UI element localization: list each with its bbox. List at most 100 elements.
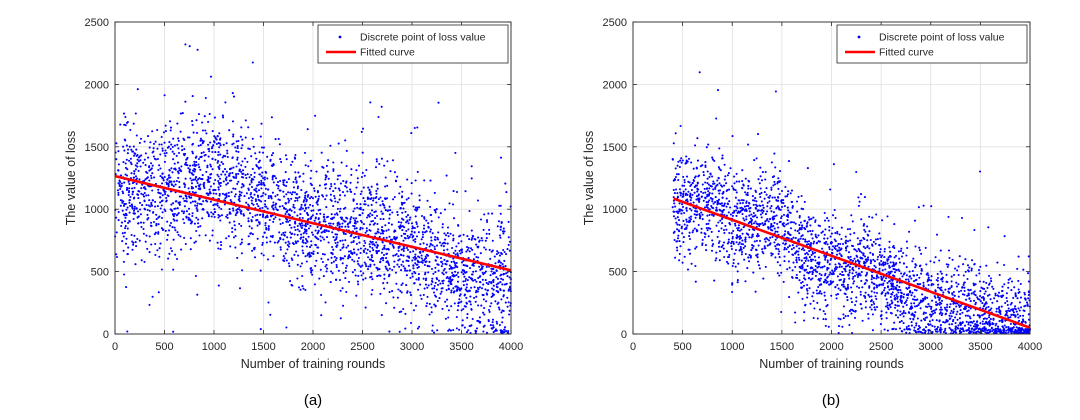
scatter-point <box>125 174 129 177</box>
scatter-point <box>721 157 724 160</box>
scatter-point <box>262 254 265 257</box>
scatter-point <box>874 308 877 311</box>
scatter-point <box>282 181 285 184</box>
scatter-point <box>223 193 226 196</box>
scatter-point <box>704 164 707 167</box>
scatter-point <box>405 221 408 224</box>
scatter-point <box>401 260 405 263</box>
scatter-point <box>447 329 450 332</box>
scatter-point <box>232 95 236 98</box>
scatter-point <box>305 198 308 202</box>
scatter-point <box>220 173 223 176</box>
scatter-point <box>194 240 197 243</box>
scatter-point <box>682 236 685 239</box>
scatter-point <box>748 180 751 183</box>
scatter-point <box>255 190 258 193</box>
scatter-point <box>812 316 815 320</box>
scatter-point <box>836 293 840 296</box>
scatter-point <box>267 188 270 191</box>
scatter-point <box>165 151 168 155</box>
scatter-point <box>299 208 302 211</box>
scatter-point <box>225 183 228 186</box>
scatter-point <box>192 173 195 176</box>
scatter-point <box>717 241 720 245</box>
scatter-point <box>121 190 124 193</box>
scatter-point <box>773 215 776 218</box>
scatter-point <box>673 210 676 213</box>
scatter-point <box>256 213 259 216</box>
grid-b <box>632 21 1031 335</box>
scatter-point <box>388 330 391 333</box>
scatter-point <box>824 324 827 327</box>
scatter-point <box>190 220 194 223</box>
scatter-point <box>382 259 385 262</box>
scatter-point <box>377 231 380 234</box>
scatter-point <box>277 137 280 140</box>
scatter-point <box>787 160 791 163</box>
scatter-point <box>676 164 679 167</box>
scatter-point <box>717 176 720 179</box>
scatter-point <box>366 196 369 199</box>
scatter-point <box>794 321 797 324</box>
scatter-point <box>960 289 963 292</box>
scatter-point <box>713 182 716 185</box>
scatter-point <box>205 170 208 173</box>
scatter-point <box>385 260 388 264</box>
scatter-point <box>349 181 352 184</box>
scatter-point <box>217 153 220 157</box>
x-tick-label: 1000 <box>202 341 226 353</box>
scatter-point <box>745 218 748 221</box>
scatter-point <box>798 247 801 250</box>
scatter-point <box>385 257 388 260</box>
scatter-point <box>983 292 986 295</box>
scatter-point <box>501 316 504 319</box>
scatter-point <box>761 222 764 225</box>
scatter-point <box>718 250 722 253</box>
scatter-point <box>477 236 480 239</box>
scatter-point <box>706 203 710 206</box>
scatter-point <box>177 139 180 142</box>
scatter-point <box>382 253 386 257</box>
scatter-point <box>465 296 468 299</box>
scatter-point <box>422 250 425 253</box>
scatter-point <box>486 289 490 292</box>
scatter-point <box>425 219 428 222</box>
scatter-point <box>150 167 153 170</box>
scatter-point <box>201 174 204 177</box>
scatter-point <box>765 193 768 196</box>
scatter-point <box>122 161 125 164</box>
scatter-point <box>740 253 743 256</box>
scatter-point <box>316 203 319 206</box>
scatter-point <box>119 123 122 126</box>
scatter-point <box>982 327 985 330</box>
scatter-point <box>139 165 142 168</box>
scatter-point <box>316 199 319 202</box>
scatter-point <box>491 294 494 297</box>
scatter-point <box>154 205 157 208</box>
scatter-point <box>349 188 352 191</box>
scatter-point <box>134 112 137 115</box>
scatter-point <box>498 323 501 327</box>
scatter-point <box>365 227 368 230</box>
scatter-point <box>913 326 916 329</box>
scatter-point <box>189 201 192 204</box>
scatter-point <box>443 208 447 211</box>
scatter-point <box>144 188 147 191</box>
scatter-point <box>330 261 333 264</box>
scatter-point <box>353 236 356 239</box>
scatter-point <box>858 200 861 203</box>
scatter-point <box>847 314 850 317</box>
scatter-point <box>300 206 303 209</box>
scatter-point <box>823 265 826 268</box>
scatter-point <box>452 273 455 276</box>
scatter-point <box>345 290 348 294</box>
scatter-point <box>1024 320 1027 323</box>
scatter-point <box>368 192 371 195</box>
scatter-point <box>848 269 851 272</box>
scatter-point <box>800 259 803 262</box>
scatter-point <box>393 260 396 263</box>
scatter-point <box>379 292 382 295</box>
y-tick-label: 1500 <box>85 142 109 154</box>
scatter-point <box>207 215 210 218</box>
scatter-point <box>490 270 493 273</box>
